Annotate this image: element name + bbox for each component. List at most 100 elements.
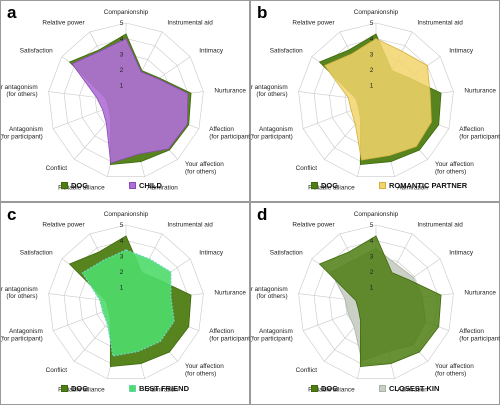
grid-ring (298, 22, 454, 178)
axis-label-relative-power: Relative power (42, 19, 85, 26)
legend-item-closest-kin: CLOSEST KIN (379, 384, 439, 396)
axis-label-conflict: Conflict (46, 165, 68, 172)
tick-label: 2 (120, 67, 124, 74)
grid-ring (48, 22, 204, 178)
series-area-dog (318, 235, 442, 368)
radar-chart-c: 1 2 3 4 5 Companionship Instrumental aid Intima… (1, 211, 251, 394)
tick-label: 5 (120, 222, 124, 229)
axis-label-nurturance: Nurturance (464, 289, 496, 296)
panel-letter: c (7, 205, 17, 224)
axis-label-companionship: Companionship (104, 211, 149, 218)
tick-label: 4 (370, 36, 374, 43)
tick-label: 1 (120, 285, 124, 292)
axis-label-your-affection-for-others: Your affection (for others) (435, 161, 474, 175)
panel-letter: b (257, 3, 268, 22)
axis-label-antagonism-for-participant: Antagonism (for participant) (1, 328, 43, 342)
axis-label-conflict: Conflict (46, 367, 68, 374)
tick-label: 1 (370, 83, 374, 90)
axis-label-intimacy: Intimacy (449, 250, 474, 257)
legend-swatch (129, 385, 136, 392)
legend-swatch (129, 182, 136, 189)
legend-item-best-friend: BEST FRIEND (129, 384, 189, 396)
axis-label-admiration: Admiration (397, 387, 428, 394)
axis-label-instrumental-aid: Instrumental aid (167, 221, 213, 228)
grid-ring (298, 224, 454, 380)
legend-label: BEST FRIEND (139, 384, 190, 393)
legend-item-dog: DOG (311, 384, 338, 396)
tick-label: 4 (370, 238, 374, 245)
legend: DOG CHILD (1, 181, 249, 193)
tick-label: 4 (120, 238, 124, 245)
legend-swatch (311, 182, 318, 189)
legend-label: CHILD (139, 181, 162, 190)
axis-label-your-affection-for-others: Your affection (for others) (185, 363, 224, 377)
axis-label-intimacy: Intimacy (199, 250, 224, 257)
series-area-best-friend (81, 249, 175, 357)
legend: DOG BEST FRIEND (1, 384, 249, 396)
axis-label-satisfaction: Satisfaction (270, 48, 303, 55)
axis-label-companionship: Companionship (354, 211, 399, 218)
axis-label-instrumental-aid: Instrumental aid (417, 19, 463, 26)
axis-label-instrumental-aid: Instrumental aid (417, 221, 463, 228)
legend-swatch (379, 182, 386, 189)
axis-label-nurturance: Nurturance (214, 289, 246, 296)
tick-label: 3 (370, 253, 374, 260)
legend-label: DOG (71, 384, 89, 393)
axis-label-affection-for-participant: Affection (for participant) (459, 126, 500, 140)
radar-chart-a: 1 2 3 4 5 Companionship Instrumental aid Intima… (1, 9, 251, 191)
tick-label: 5 (370, 20, 374, 27)
legend-swatch (61, 385, 68, 392)
legend-swatch (61, 182, 68, 189)
axis-label-affection-for-participant: Affection (for participant) (209, 328, 251, 342)
axis-label-satisfaction: Satisfaction (20, 48, 53, 55)
legend: DOG ROMANTIC PARTNER (251, 181, 499, 193)
axis-label-relative-power: Relative power (292, 221, 335, 228)
tick-label: 3 (370, 51, 374, 58)
legend-item-dog: DOG (61, 384, 88, 396)
axis-label-intimacy: Intimacy (199, 48, 224, 55)
legend-item-romantic-partner: ROMANTIC PARTNER (379, 181, 467, 193)
tick-label: 3 (120, 253, 124, 260)
axis-label-your-antagonism-for-others: Your antagonism(for others) (251, 286, 288, 300)
tick-label: 5 (370, 222, 374, 229)
radar-chart-b: 1 2 3 4 5 Companionship Instrumental aid Intima… (251, 9, 500, 192)
legend: DOG CLOSEST KIN (251, 384, 499, 396)
legend-item-child: CHILD (129, 181, 162, 193)
tick-label: 3 (120, 51, 124, 58)
panel-letter: d (257, 205, 268, 224)
axis-label-reliable-alliance: Reliable alliance (58, 387, 105, 394)
axis-label-companionship: Companionship (104, 9, 149, 16)
axis-label-conflict: Conflict (296, 165, 318, 172)
panel-d: d 1 2 3 4 5 Companionship Instrumental aid Inti… (250, 202, 500, 405)
legend-swatch (379, 385, 386, 392)
axis-label-affection-for-participant: Affection (for participant) (459, 328, 500, 342)
axis-label-satisfaction: Satisfaction (20, 250, 53, 257)
axis-label-admiration: Admiration (147, 387, 178, 394)
axis-label-your-affection-for-others: Your affection (for others) (185, 161, 224, 175)
tick-label: 4 (120, 36, 124, 43)
legend-label: DOG (321, 384, 339, 393)
axis-label-relative-power: Relative power (292, 19, 335, 26)
series-area-romantic-partner (324, 38, 432, 161)
legend-item-dog: DOG (311, 181, 338, 193)
tick-label: 2 (370, 269, 374, 276)
axis-label-your-antagonism-for-others: Your antagonism(for others) (1, 286, 38, 300)
axis-label-your-antagonism-for-others: Your antagonism(for others) (251, 84, 288, 98)
panel-c: c 1 2 3 4 5 Companionship Instrumental aid Inti… (0, 202, 251, 405)
tick-label: 2 (120, 269, 124, 276)
axis-label-satisfaction: Satisfaction (270, 250, 303, 257)
axis-label-affection-for-participant: Affection (for participant) (209, 126, 251, 140)
radar-chart-d: 1 2 3 4 5 Companionship Instrumental aid Intima… (251, 211, 500, 394)
axis-label-conflict: Conflict (296, 367, 318, 374)
legend-label: DOG (71, 181, 89, 190)
axis-label-reliable-alliance: Reliable alliance (308, 185, 355, 192)
axis-label-instrumental-aid: Instrumental aid (167, 19, 213, 26)
axis-label-admiration: Admiration (397, 185, 428, 192)
legend-label: CLOSEST KIN (389, 384, 440, 393)
axis-label-reliable-alliance: Reliable alliance (308, 387, 355, 394)
tick-label: 2 (370, 67, 374, 74)
legend-item-dog: DOG (61, 181, 88, 193)
axis-label-your-antagonism-for-others: Your antagonism(for others) (1, 84, 38, 98)
legend-swatch (311, 385, 318, 392)
